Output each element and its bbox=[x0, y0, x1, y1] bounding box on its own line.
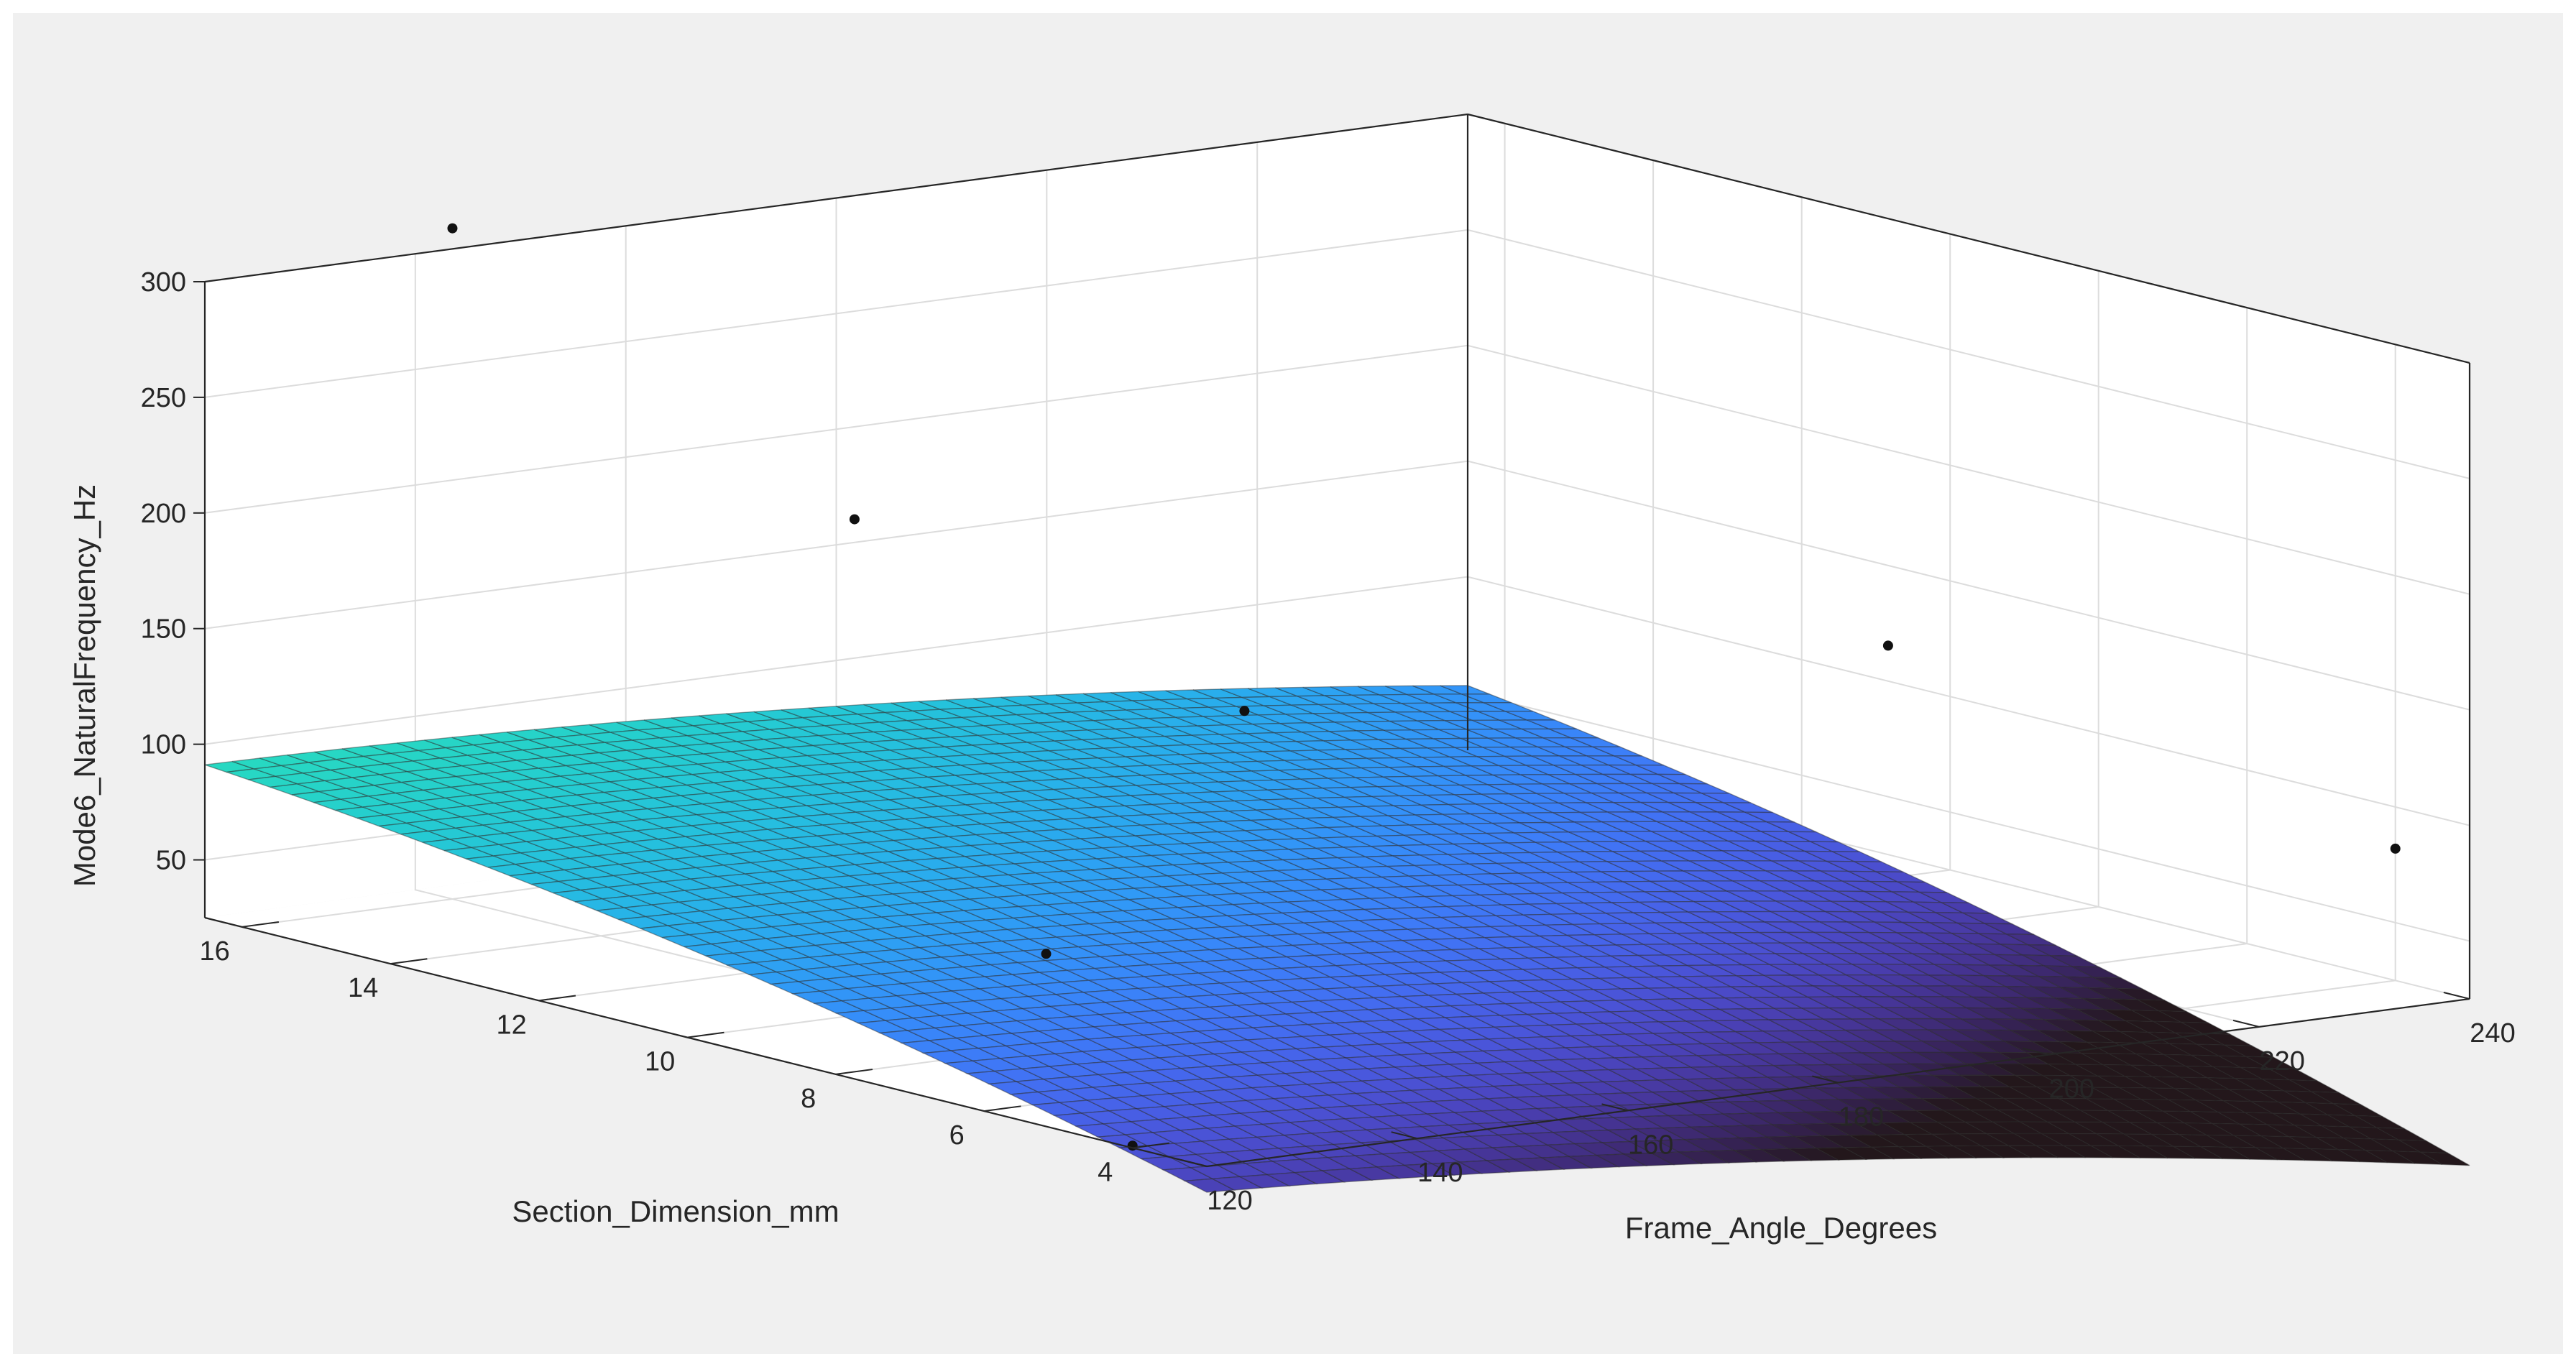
data-points bbox=[447, 223, 2401, 1151]
y-tick bbox=[538, 995, 576, 1002]
z-tick-label: 50 bbox=[156, 846, 186, 876]
surface-cell bbox=[2245, 1056, 2296, 1070]
figure-background: 120 140 160 180 200 220 240 4 6 8 10 12 14 16 50 100 150… bbox=[13, 13, 2563, 1354]
x-tick-label: 140 bbox=[1417, 1158, 1463, 1188]
x-tick bbox=[2022, 1047, 2049, 1056]
y-tick-label: 12 bbox=[497, 1010, 527, 1040]
x-tick-label: 200 bbox=[2049, 1074, 2094, 1105]
data-point bbox=[2390, 843, 2401, 854]
x-tick-label: 120 bbox=[1207, 1186, 1252, 1216]
y-tick-label: 16 bbox=[199, 936, 229, 967]
surface-plot: 120 140 160 180 200 220 240 4 6 8 10 12 14 16 50 100 150… bbox=[68, 113, 2516, 1245]
tick-marks bbox=[193, 281, 2470, 1167]
x-tick bbox=[2232, 1019, 2260, 1028]
data-point bbox=[849, 514, 860, 525]
y-tick-label: 8 bbox=[801, 1084, 816, 1114]
y-tick bbox=[1132, 1142, 1170, 1149]
surface-cell bbox=[2028, 944, 2078, 957]
surface-cell bbox=[1461, 693, 1512, 704]
y-tick bbox=[835, 1069, 873, 1075]
surface-cell bbox=[2420, 1151, 2470, 1166]
x-tick-label: 160 bbox=[1628, 1130, 1673, 1160]
y-tick-label: 4 bbox=[1098, 1157, 1113, 1187]
surface-cell bbox=[2202, 1033, 2253, 1046]
surface-cell bbox=[2332, 1103, 2383, 1117]
data-point bbox=[447, 223, 458, 234]
x-tick bbox=[1391, 1131, 1418, 1140]
x-tick bbox=[1601, 1103, 1628, 1112]
data-point bbox=[1239, 706, 1250, 716]
surface-cell bbox=[2006, 934, 2056, 946]
y-tick-label: 10 bbox=[645, 1047, 675, 1077]
z-tick-label: 150 bbox=[141, 614, 186, 645]
surface-cell bbox=[2071, 966, 2122, 979]
axis-labels: Frame_Angle_Degrees Section_Dimension_mm… bbox=[68, 484, 1937, 1245]
surface-cell bbox=[2137, 999, 2187, 1013]
surface-cell bbox=[1484, 701, 1534, 712]
surface-cell bbox=[2180, 1021, 2231, 1035]
surface-mesh bbox=[204, 685, 2470, 1193]
y-tick bbox=[687, 1031, 724, 1038]
surface-cell bbox=[2115, 987, 2166, 1001]
surface-cell bbox=[2158, 1010, 2209, 1023]
back-wall-yz bbox=[1468, 114, 2470, 999]
z-tick-label: 100 bbox=[141, 730, 186, 760]
z-tick-label: 250 bbox=[141, 383, 186, 413]
z-axis-label: Mode6_NaturalFrequency_Hz bbox=[68, 484, 101, 887]
x-tick bbox=[1180, 1159, 1208, 1167]
tick-labels: 120 140 160 180 200 220 240 4 6 8 10 12 14 16 50 100 150… bbox=[141, 267, 2516, 1216]
y-axis-label: Section_Dimension_mm bbox=[512, 1194, 839, 1228]
surface-cell bbox=[2093, 977, 2143, 990]
z-tick-label: 200 bbox=[141, 499, 186, 529]
y-tick-label: 6 bbox=[949, 1120, 965, 1151]
z-tick-label: 300 bbox=[141, 267, 186, 298]
y-tick bbox=[242, 921, 280, 928]
x-tick bbox=[2443, 992, 2470, 1000]
top-edge-x bbox=[204, 113, 1468, 283]
x-tick-label: 180 bbox=[1839, 1102, 1884, 1133]
x-tick bbox=[1812, 1075, 1839, 1084]
y-tick bbox=[390, 958, 428, 965]
data-point bbox=[1882, 640, 1893, 651]
x-tick-label: 240 bbox=[2470, 1018, 2515, 1048]
top-edge-y bbox=[1467, 113, 2470, 364]
y-axis-line bbox=[204, 916, 1208, 1168]
data-point bbox=[1041, 949, 1052, 959]
y-tick-label: 14 bbox=[348, 973, 378, 1003]
x-axis-label: Frame_Angle_Degrees bbox=[1625, 1211, 1937, 1245]
x-tick-label: 220 bbox=[2259, 1046, 2304, 1077]
y-tick bbox=[984, 1105, 1021, 1112]
